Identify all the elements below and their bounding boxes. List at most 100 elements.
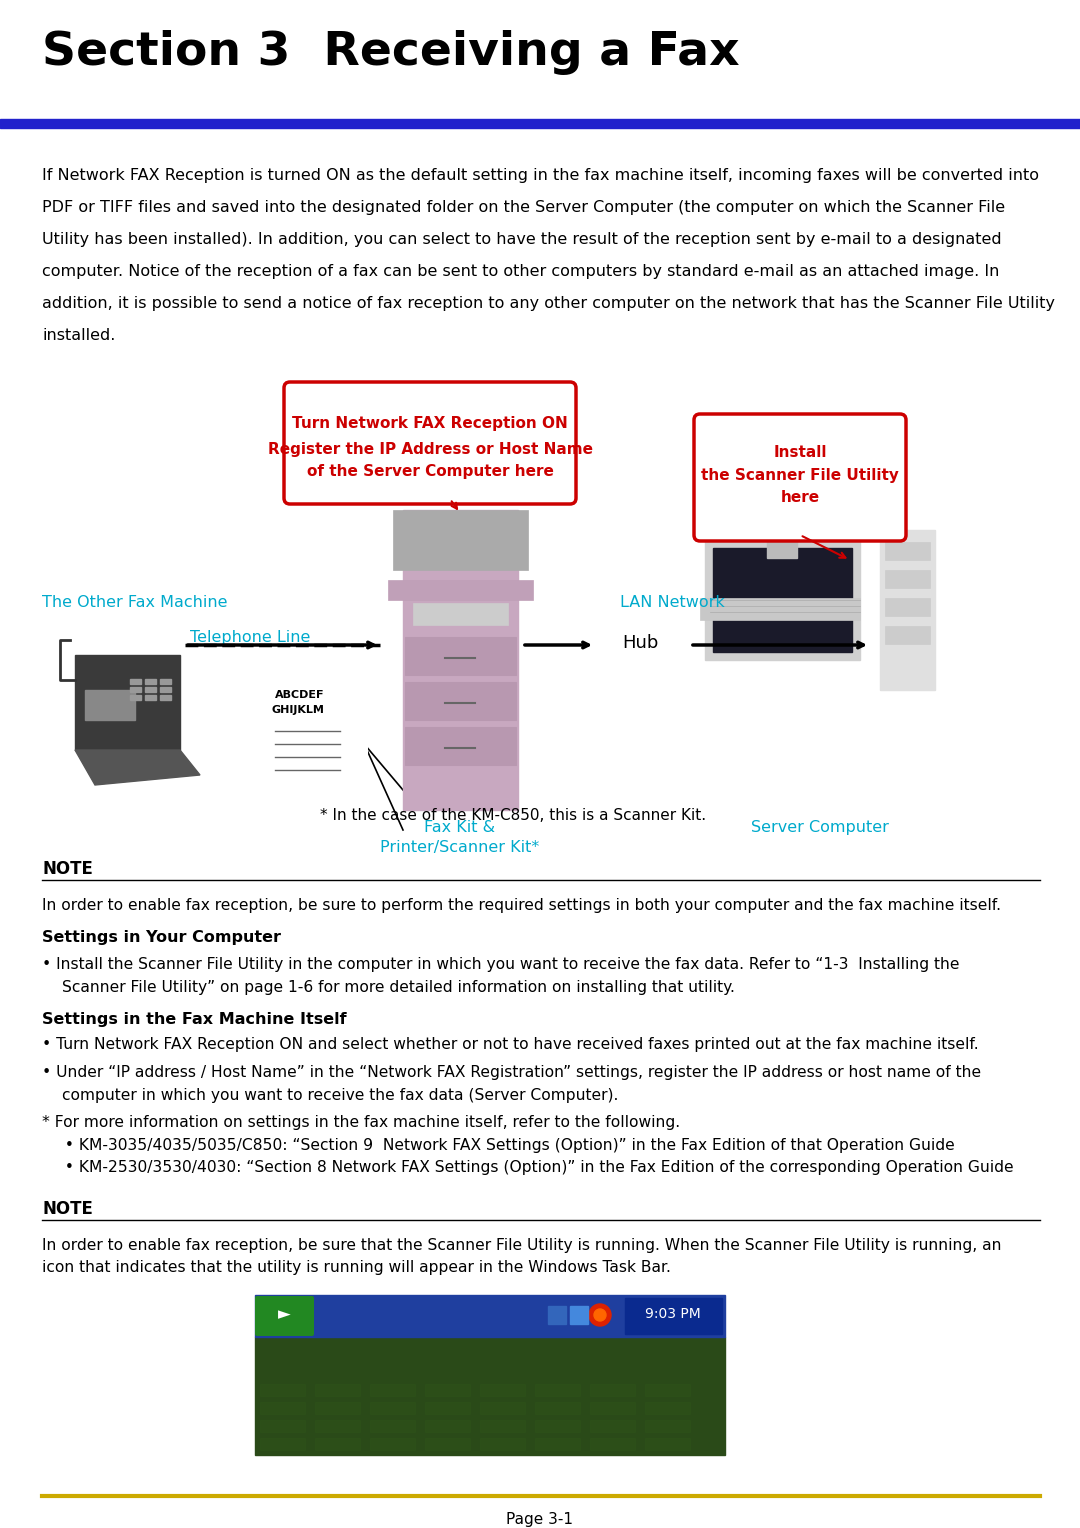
Bar — [590, 1403, 635, 1413]
Text: Turn Network FAX Reception ON: Turn Network FAX Reception ON — [292, 416, 568, 431]
Bar — [130, 688, 141, 692]
Text: Page 3-1: Page 3-1 — [507, 1513, 573, 1526]
Bar — [405, 727, 516, 766]
Bar — [548, 1306, 566, 1323]
Bar — [480, 1384, 525, 1397]
Bar — [315, 1384, 360, 1397]
Text: Server Computer: Server Computer — [751, 821, 889, 834]
Text: Section 3  Receiving a Fax: Section 3 Receiving a Fax — [42, 31, 740, 75]
Text: Printer/Scanner Kit*: Printer/Scanner Kit* — [380, 840, 540, 856]
Bar — [426, 1403, 470, 1413]
Bar — [405, 681, 516, 720]
Circle shape — [594, 1309, 606, 1322]
Bar — [535, 1384, 580, 1397]
Bar — [315, 1420, 360, 1432]
Bar — [260, 1438, 305, 1450]
Bar — [315, 1438, 360, 1450]
Text: • KM-2530/3530/4030: “Section 8 Network FAX Settings (Option)” in the Fax Editio: • KM-2530/3530/4030: “Section 8 Network … — [55, 1160, 1014, 1175]
Bar — [480, 1438, 525, 1450]
Bar — [570, 1306, 588, 1323]
Polygon shape — [75, 656, 180, 750]
Bar — [885, 597, 930, 616]
Text: of the Server Computer here: of the Server Computer here — [307, 465, 553, 478]
Bar — [645, 1384, 690, 1397]
Text: • Turn Network FAX Reception ON and select whether or not to have received faxes: • Turn Network FAX Reception ON and sele… — [42, 1038, 978, 1051]
Text: Scanner File Utility” on page 1-6 for more detailed information on installing th: Scanner File Utility” on page 1-6 for mo… — [62, 979, 734, 995]
Bar — [260, 1384, 305, 1397]
Bar — [130, 695, 141, 700]
Text: • KM-3035/4035/5035/C850: “Section 9  Network FAX Settings (Option)” in the Fax : • KM-3035/4035/5035/C850: “Section 9 Net… — [55, 1138, 955, 1154]
Bar — [625, 1297, 723, 1334]
Text: Fax Kit &: Fax Kit & — [424, 821, 496, 834]
Text: ABCDEF: ABCDEF — [275, 691, 324, 700]
FancyBboxPatch shape — [595, 610, 685, 669]
Bar — [535, 1438, 580, 1450]
Bar — [260, 1420, 305, 1432]
Text: If Network FAX Reception is turned ON as the default setting in the fax machine : If Network FAX Reception is turned ON as… — [42, 168, 1039, 183]
Text: NOTE: NOTE — [42, 1199, 93, 1218]
Bar — [370, 1420, 415, 1432]
Bar — [880, 530, 935, 691]
Bar — [145, 678, 156, 685]
Bar — [255, 1296, 725, 1337]
Bar — [535, 1403, 580, 1413]
Bar — [590, 1384, 635, 1397]
FancyBboxPatch shape — [403, 510, 518, 810]
Bar — [388, 581, 534, 601]
Bar — [480, 1403, 525, 1413]
Text: addition, it is possible to send a notice of fax reception to any other computer: addition, it is possible to send a notic… — [42, 296, 1055, 312]
Bar — [260, 1403, 305, 1413]
Text: In order to enable fax reception, be sure to perform the required settings in bo: In order to enable fax reception, be sur… — [42, 898, 1001, 914]
Bar — [370, 1438, 415, 1450]
FancyBboxPatch shape — [284, 382, 576, 504]
Text: NOTE: NOTE — [42, 860, 93, 879]
Bar — [645, 1438, 690, 1450]
Bar — [85, 691, 135, 720]
Bar — [413, 604, 508, 625]
Text: Utility has been installed). In addition, you can select to have the result of t: Utility has been installed). In addition… — [42, 232, 1001, 248]
Bar — [160, 688, 171, 692]
Bar — [255, 1337, 725, 1455]
Text: here: here — [781, 490, 820, 504]
Text: the Scanner File Utility: the Scanner File Utility — [701, 468, 899, 483]
Bar — [160, 678, 171, 685]
Bar — [700, 597, 860, 620]
Bar — [315, 1403, 360, 1413]
Text: Telephone Line: Telephone Line — [190, 630, 310, 645]
Text: Hub: Hub — [622, 634, 658, 652]
Bar — [590, 1438, 635, 1450]
Text: * In the case of the KM-C850, this is a Scanner Kit.: * In the case of the KM-C850, this is a … — [320, 808, 706, 824]
Bar — [426, 1384, 470, 1397]
Text: GHIJKLM: GHIJKLM — [272, 704, 325, 715]
Bar — [145, 695, 156, 700]
Bar — [370, 1403, 415, 1413]
Circle shape — [589, 1303, 611, 1326]
Text: computer. Notice of the reception of a fax can be sent to other computers by sta: computer. Notice of the reception of a f… — [42, 264, 999, 280]
Text: Settings in Your Computer: Settings in Your Computer — [42, 931, 281, 944]
Bar — [480, 1420, 525, 1432]
Text: icon that indicates that the utility is running will appear in the Windows Task : icon that indicates that the utility is … — [42, 1261, 671, 1274]
Bar — [393, 510, 528, 570]
Text: • Install the Scanner File Utility in the computer in which you want to receive : • Install the Scanner File Utility in th… — [42, 957, 959, 972]
Bar — [645, 1403, 690, 1413]
FancyBboxPatch shape — [694, 414, 906, 541]
Text: Register the IP Address or Host Name: Register the IP Address or Host Name — [268, 442, 593, 457]
Bar — [885, 626, 930, 643]
Bar — [590, 1420, 635, 1432]
Bar — [145, 688, 156, 692]
Text: PDF or TIFF files and saved into the designated folder on the Server Computer (t: PDF or TIFF files and saved into the des… — [42, 200, 1005, 215]
FancyBboxPatch shape — [268, 656, 362, 775]
Bar — [885, 542, 930, 559]
FancyBboxPatch shape — [255, 1296, 314, 1335]
Bar — [767, 538, 797, 558]
Bar — [705, 539, 860, 660]
Bar — [370, 1384, 415, 1397]
Bar — [885, 570, 930, 588]
Bar — [426, 1420, 470, 1432]
Text: Install: Install — [773, 445, 827, 460]
Bar — [426, 1438, 470, 1450]
Bar — [0, 119, 1080, 128]
Bar — [130, 678, 141, 685]
Bar — [645, 1420, 690, 1432]
Text: ►: ► — [278, 1305, 291, 1323]
